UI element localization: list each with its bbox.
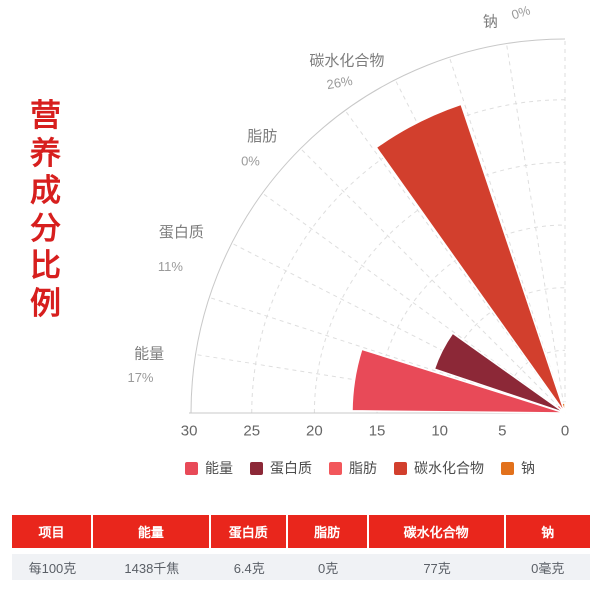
table-header-energy: 能量 xyxy=(93,515,211,548)
grid-arc xyxy=(501,349,566,414)
category-label-energy: 能量 xyxy=(134,345,164,362)
legend-label-sodium: 钠 xyxy=(521,460,535,476)
nutrition-table-header-row: 项目 能量 蛋白质 脂肪 碳水化合物 钠 xyxy=(12,515,590,548)
category-label-sodium: 钠 xyxy=(483,14,498,31)
legend-label-carbs: 碳水化合物 xyxy=(414,460,484,476)
legend-label-fat: 脂肪 xyxy=(349,460,377,476)
legend-swatch-sodium xyxy=(501,461,514,475)
legend-item-energy[interactable]: 能量 xyxy=(185,458,233,478)
legend-item-carbs[interactable]: 碳水化合物 xyxy=(394,458,484,478)
table-cell-energy: 1438千焦 xyxy=(124,560,180,576)
table-header-protein: 蛋白质 xyxy=(211,515,288,548)
wedge-energy xyxy=(351,348,566,414)
table-cell-fat: 0克 xyxy=(318,560,339,576)
grid-radial-line xyxy=(262,192,566,414)
grid-radial-line xyxy=(300,148,566,414)
legend-item-protein[interactable]: 蛋白质 xyxy=(250,458,312,478)
grid-radial-line xyxy=(344,110,566,414)
grid-arc xyxy=(251,99,566,414)
grid-radial-line xyxy=(231,242,566,414)
radial-tick-label: 25 xyxy=(243,423,260,440)
wedge-sodium xyxy=(561,402,566,414)
legend-item-sodium[interactable]: 钠 xyxy=(501,458,535,478)
legend-label-energy: 能量 xyxy=(205,460,233,476)
legend-swatch-energy xyxy=(185,461,198,475)
category-label-carbs: 碳水化合物 xyxy=(309,53,384,70)
table-cell-protein: 6.4克 xyxy=(233,560,265,576)
table-cell-carbs: 77克 xyxy=(423,560,451,576)
grid-arc xyxy=(313,161,566,414)
legend-swatch-fat xyxy=(329,461,342,475)
legend-label-protein: 蛋白质 xyxy=(270,460,312,476)
category-label-protein: 蛋白质 xyxy=(159,224,204,241)
nutrition-table: 项目 能量 蛋白质 脂肪 碳水化合物 钠 每100克 1438千焦 6.4克 0克 77克 0毫克 xyxy=(12,515,590,580)
table-header-item: 项目 xyxy=(12,515,93,548)
radial-tick-label: 15 xyxy=(369,423,386,440)
wedge-protein xyxy=(433,332,566,414)
category-percent-fat: 0% xyxy=(241,154,260,169)
legend-swatch-carbs xyxy=(394,461,407,475)
legend-swatch-protein xyxy=(250,461,263,475)
table-cell-sodium: 0毫克 xyxy=(531,560,565,576)
table-header-fat: 脂肪 xyxy=(288,515,369,548)
category-percent-energy: 17% xyxy=(127,370,153,385)
radial-tick-label: 10 xyxy=(431,423,448,440)
radial-tick-label: 20 xyxy=(306,423,323,440)
radial-tick-label: 5 xyxy=(498,423,506,440)
angle-axis-arc xyxy=(190,38,566,414)
grid-radial-line xyxy=(209,296,566,414)
nutrition-table-data-row: 每100克 1438千焦 6.4克 0克 77克 0毫克 xyxy=(12,554,590,580)
page-title: 营养成分比例 xyxy=(30,98,61,321)
table-cell-item: 每100克 xyxy=(28,560,77,576)
legend-item-fat[interactable]: 脂肪 xyxy=(329,458,377,478)
table-header-carbs: 碳水化合物 xyxy=(369,515,506,548)
category-label-fat: 脂肪 xyxy=(247,128,277,145)
grid-radial-line xyxy=(448,57,566,414)
radial-tick-label: 0 xyxy=(561,423,569,440)
radial-tick-label: 30 xyxy=(181,423,198,440)
category-percent-carbs: 26% xyxy=(325,73,354,92)
category-percent-sodium: 0% xyxy=(510,2,533,22)
chart-legend: 能量 蛋白质 脂肪 碳水化合物 钠 xyxy=(120,456,600,480)
category-percent-protein: 11% xyxy=(158,259,183,274)
table-header-sodium: 钠 xyxy=(541,525,555,540)
wedge-carbs xyxy=(375,103,566,414)
grid-radial-line xyxy=(505,43,566,414)
polar-rose-chart: 30 25 20 15 10 5 0 能量 17% 蛋白质 11% 脂肪 0% 碳水化合物 26% 钠 0% xyxy=(127,2,569,440)
